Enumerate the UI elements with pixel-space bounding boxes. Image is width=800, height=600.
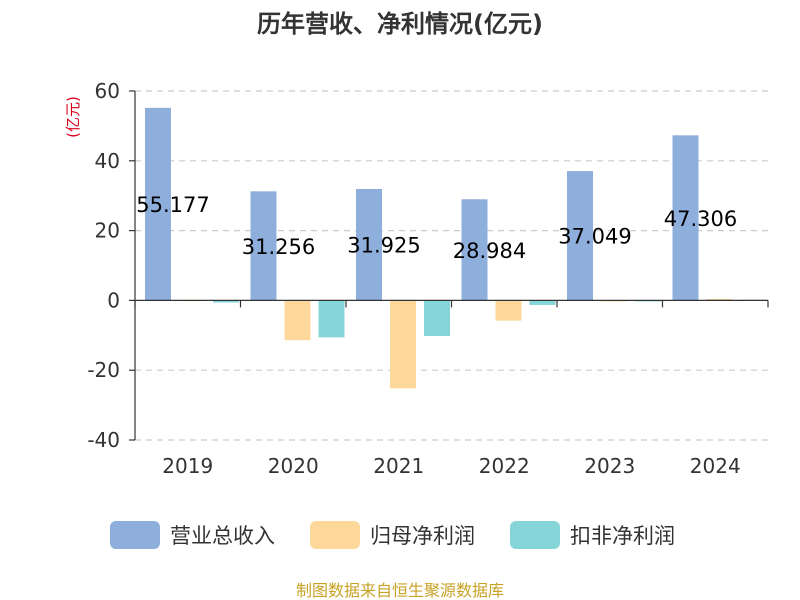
bar-net-profit-excl[interactable] xyxy=(424,300,450,336)
legend-label[interactable]: 扣非净利润 xyxy=(570,524,675,548)
bar-revenue[interactable] xyxy=(145,107,171,301)
bar-revenue[interactable] xyxy=(356,188,382,301)
legend-swatch[interactable] xyxy=(110,521,160,549)
data-label: 31.256 xyxy=(242,235,315,259)
bar-revenue[interactable] xyxy=(461,199,488,301)
x-tick-label: 2024 xyxy=(690,454,741,478)
bar-net-profit[interactable] xyxy=(390,300,416,389)
legend-label[interactable]: 归母净利润 xyxy=(370,524,475,548)
data-label: 47.306 xyxy=(664,207,737,231)
data-label: 55.177 xyxy=(136,193,209,217)
bar-revenue[interactable] xyxy=(567,171,593,301)
x-tick-label: 2020 xyxy=(268,454,319,478)
axes: 60 40 20 0 -20 -40 2019 2020 2021 2022 2023 2024 xyxy=(87,79,769,478)
chart-title: 历年营收、净利情况(亿元) xyxy=(257,10,543,38)
legend-swatch[interactable] xyxy=(310,521,360,549)
bar-net-profit-excl[interactable] xyxy=(529,300,556,305)
y-tick-label: -40 xyxy=(87,428,120,452)
legend[interactable]: 营业总收入 归母净利润 扣非净利润 xyxy=(110,521,675,549)
data-labels: 55.177 31.256 31.925 28.984 37.049 47.306 xyxy=(136,193,737,263)
bar-net-profit[interactable] xyxy=(284,300,311,341)
y-tick-label: 0 xyxy=(107,288,120,312)
y-axis-unit: (亿元) xyxy=(64,96,82,138)
y-tick-label: -20 xyxy=(87,358,120,382)
data-label: 37.049 xyxy=(558,225,631,249)
y-tick-label: 40 xyxy=(95,149,120,173)
bar-net-profit-excl[interactable] xyxy=(213,300,239,303)
x-tick-label: 2021 xyxy=(373,454,424,478)
bar-net-profit[interactable] xyxy=(706,299,733,301)
x-tick-label: 2023 xyxy=(584,454,635,478)
bar-revenue[interactable] xyxy=(672,135,699,301)
footer-source: 制图数据来自恒生聚源数据库 xyxy=(296,581,504,600)
y-tick-label: 60 xyxy=(95,79,120,103)
data-label: 28.984 xyxy=(453,239,526,263)
legend-label[interactable]: 营业总收入 xyxy=(170,524,275,548)
data-label: 31.925 xyxy=(347,234,420,258)
bar-revenue[interactable] xyxy=(250,191,277,301)
x-tick-label: 2022 xyxy=(479,454,530,478)
bar-net-profit-excl[interactable] xyxy=(318,300,345,338)
y-tick-label: 20 xyxy=(95,219,120,243)
legend-swatch[interactable] xyxy=(510,521,560,549)
bars xyxy=(145,107,767,389)
bar-net-profit[interactable] xyxy=(495,300,522,321)
x-tick-label: 2019 xyxy=(162,454,213,478)
